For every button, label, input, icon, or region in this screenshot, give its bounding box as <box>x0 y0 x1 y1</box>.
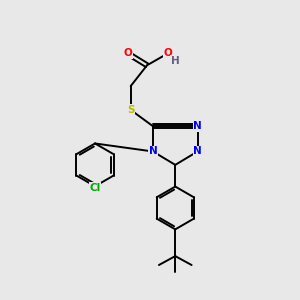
Text: N: N <box>193 146 202 157</box>
Text: N: N <box>148 146 157 157</box>
Text: O: O <box>164 48 172 59</box>
Text: O: O <box>123 48 132 59</box>
Text: Cl: Cl <box>89 183 100 193</box>
Text: N: N <box>193 121 202 131</box>
Text: H: H <box>171 56 180 66</box>
Text: S: S <box>127 105 134 115</box>
